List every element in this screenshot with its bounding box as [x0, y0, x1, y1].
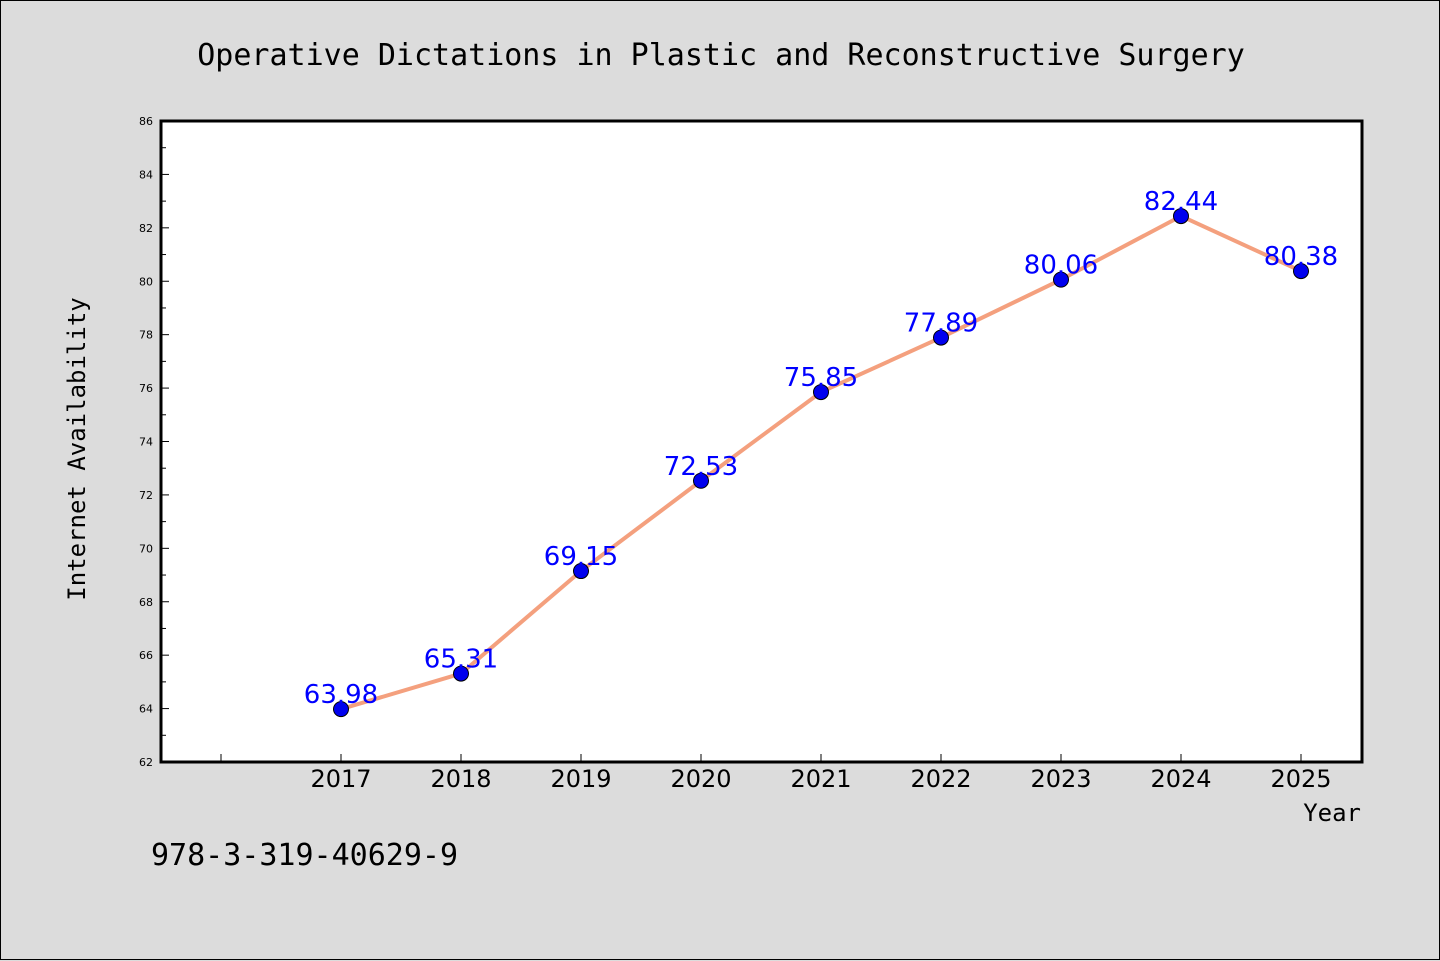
data-point: [573, 563, 589, 580]
y-tick-label: 82: [139, 222, 153, 235]
x-tick-label: 2020: [670, 765, 731, 793]
x-tick-label: 2025: [1270, 765, 1331, 793]
y-tick-label: 76: [139, 382, 153, 395]
y-tick-label: 72: [139, 489, 153, 502]
data-label: 82.44: [1144, 187, 1218, 217]
y-tick-label: 66: [139, 649, 153, 662]
y-tick-label: 86: [139, 115, 153, 128]
data-point: [1053, 271, 1069, 288]
x-tick-label: 2021: [790, 765, 851, 793]
x-tick-label: 2018: [430, 765, 491, 793]
data-point: [693, 472, 709, 489]
data-label: 63.98: [304, 680, 378, 710]
data-point: [1173, 208, 1189, 225]
plot-border: [159, 119, 1364, 764]
y-tick-label: 68: [139, 596, 153, 609]
data-label: 80.06: [1024, 251, 1098, 281]
x-tick-label: 2019: [550, 765, 611, 793]
x-tick-label: 2024: [1150, 765, 1211, 793]
x-axis-label: Year: [1303, 799, 1361, 827]
data-labels: 63.98 65.31 69.15 72.53 75.85 77.89 80.06 82.44…: [304, 187, 1338, 710]
x-tick-label: 2017: [310, 765, 371, 793]
y-tick-label: 64: [139, 703, 153, 716]
y-tick-label: 78: [139, 329, 153, 342]
data-label: 77.89: [904, 309, 978, 339]
y-tick-label: 62: [139, 756, 153, 769]
x-tick-label: 2023: [1030, 765, 1091, 793]
data-point: [933, 329, 949, 346]
x-tick-label: 2022: [910, 765, 971, 793]
y-tick-label: 74: [139, 436, 153, 449]
data-point: [333, 701, 349, 718]
data-point: [813, 384, 829, 401]
y-tick-label: 70: [139, 542, 153, 555]
chart-title: Operative Dictations in Plastic and Reco…: [197, 38, 1245, 73]
y-axis-label: Internet Availability: [63, 297, 91, 600]
data-label: 69.15: [544, 542, 618, 572]
data-label: 75.85: [784, 363, 858, 393]
y-tick-label: 80: [139, 275, 153, 288]
data-point: [1293, 263, 1309, 280]
x-axis: 2017 2018 2019 2020 2021 2022 2023 2024 2025: [220, 754, 1332, 793]
data-label: 65.31: [424, 645, 498, 675]
data-label: 80.38: [1264, 242, 1338, 272]
footnote: 978-3-319-40629-9: [151, 838, 458, 873]
data-label: 72.53: [664, 452, 738, 482]
markers: [333, 208, 1309, 718]
y-axis: 62 64 66 68 70 72 74 76 78 80 82 84 86: [139, 115, 169, 769]
y-tick-label: 84: [139, 168, 153, 181]
data-point: [453, 665, 469, 682]
